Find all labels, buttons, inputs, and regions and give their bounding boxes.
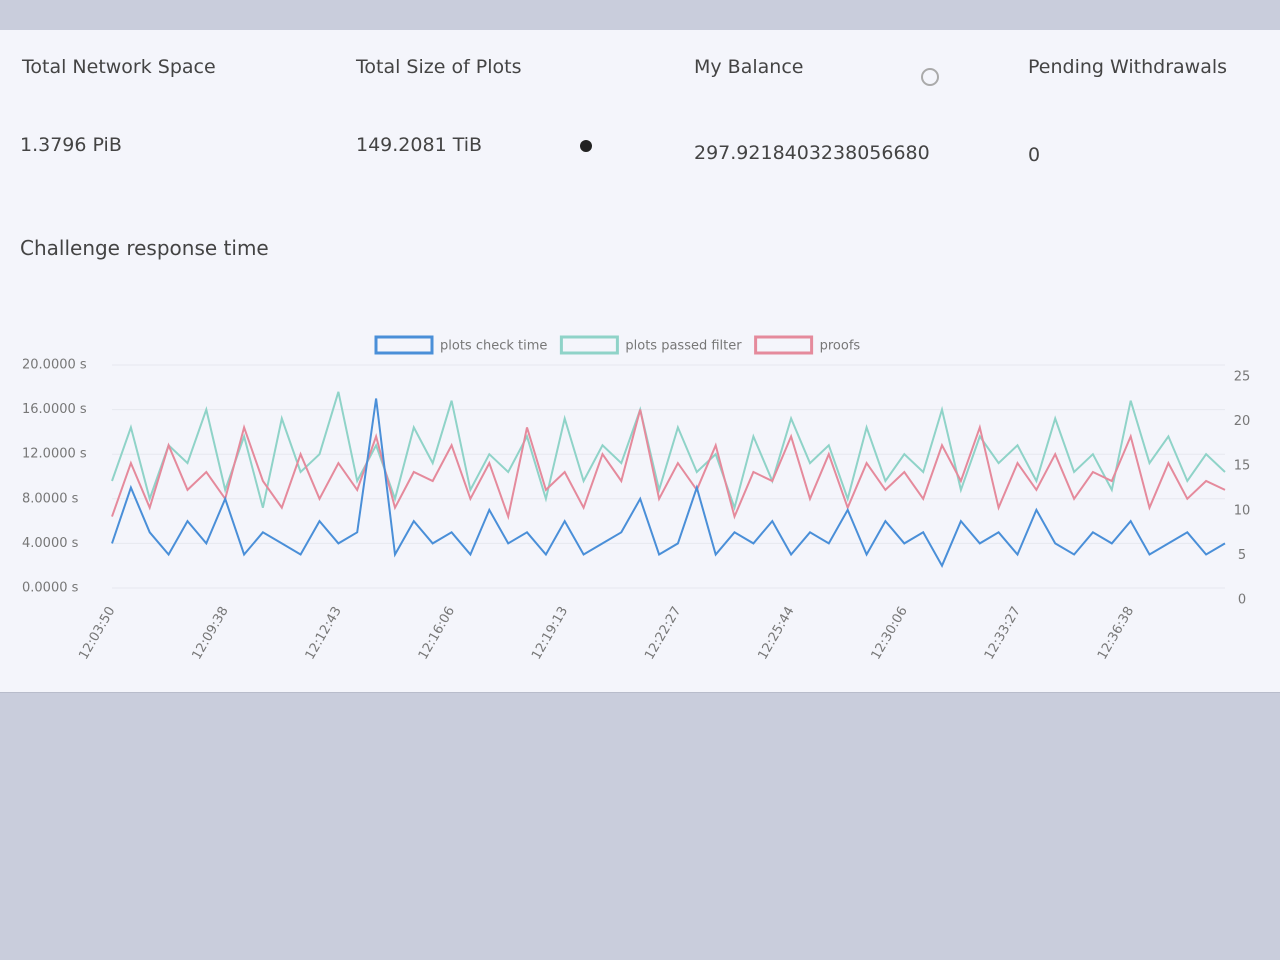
y-tick-label: 0.0000 s <box>22 581 79 596</box>
stat-value: 297.9218403238056680 <box>694 142 930 164</box>
x-tick-label: 12:25:44 <box>755 604 797 662</box>
y2-tick-label: 15 <box>1234 459 1251 474</box>
y-tick-label: 12.0000 s <box>22 447 87 462</box>
stat-value: 1.3796 PiB <box>20 134 122 156</box>
stat-label: Pending Withdrawals <box>1028 56 1228 78</box>
x-tick-label: 12:22:27 <box>642 604 684 662</box>
y2-tick-label: 25 <box>1234 370 1251 385</box>
y2-tick-label: 10 <box>1234 503 1251 518</box>
x-tick-label: 12:09:38 <box>189 604 231 662</box>
help-icon[interactable] <box>580 140 592 152</box>
series-line <box>111 398 1226 568</box>
stat-value: 149.2081 TiB <box>356 134 483 156</box>
x-tick-label: 12:03:50 <box>76 604 118 662</box>
legend-swatch <box>374 335 434 355</box>
x-tick-label: 12:16:06 <box>416 604 458 662</box>
x-tick-label: 12:36:38 <box>1095 604 1137 662</box>
series-line <box>111 409 1226 521</box>
x-tick-label: 12:33:27 <box>982 604 1024 662</box>
y-tick-label: 4.0000 s <box>22 536 79 551</box>
legend-label: proofs <box>820 339 861 354</box>
y2-tick-label: 20 <box>1234 414 1251 429</box>
legend-swatch <box>754 335 814 355</box>
y-tick-label: 16.0000 s <box>22 402 87 417</box>
y2-tick-label: 5 <box>1238 548 1246 563</box>
y2-tick-label: 0 <box>1238 593 1246 608</box>
legend-label: plots check time <box>440 339 547 354</box>
y-tick-label: 20.0000 s <box>22 358 87 373</box>
x-tick-label: 12:30:06 <box>869 604 911 662</box>
chart: 0.0000 s 4.0000 s 8.0000 s 12.0000 s 16.0000… <box>22 335 1251 662</box>
y-tick-label: 8.0000 s <box>22 491 79 506</box>
dashboard-panel: Total Network Space Total Size of Plots … <box>0 30 1280 693</box>
stat-label: Total Size of Plots <box>356 56 522 78</box>
legend-swatch <box>559 335 619 355</box>
stat-value: 0 <box>1028 144 1041 166</box>
section-title: Challenge response time <box>20 236 269 260</box>
x-tick-label: 12:19:13 <box>529 604 571 662</box>
stat-label: My Balance <box>694 56 804 78</box>
info-icon[interactable] <box>921 68 939 86</box>
x-tick-label: 12:12:43 <box>303 604 345 662</box>
stat-label: Total Network Space <box>22 56 216 78</box>
legend-label: plots passed filter <box>625 339 742 354</box>
